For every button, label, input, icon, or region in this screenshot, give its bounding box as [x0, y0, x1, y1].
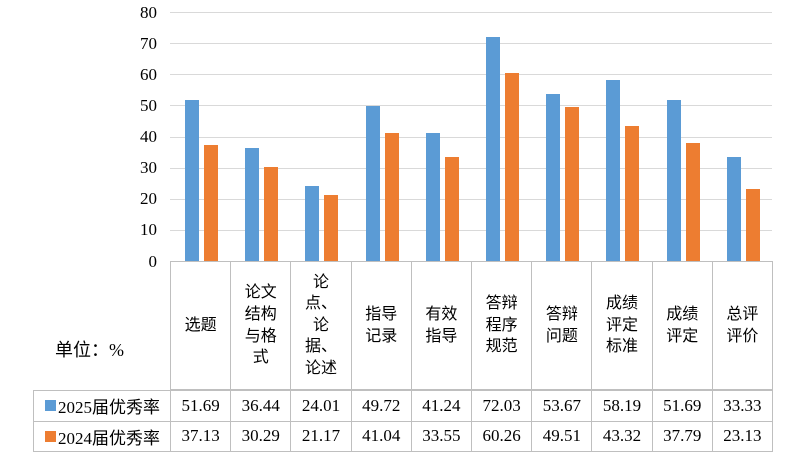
series-row-2025: 2025届优秀率 51.69 36.44 24.01 49.72 41.24 72.03 53…	[34, 391, 772, 421]
bar-2025	[606, 79, 621, 261]
category-header-cell: 总评 评价	[726, 305, 759, 345]
y-axis-tick-label: 60	[140, 64, 157, 84]
bar-2024	[204, 145, 218, 261]
value-cell: 41.24	[412, 391, 473, 421]
bar-2024	[324, 195, 339, 261]
y-axis-tick-label: 70	[140, 33, 157, 53]
legend-cell-2024: 2024届优秀率	[34, 421, 171, 451]
y-axis-tick-label: 0	[148, 251, 158, 271]
gridline	[170, 229, 772, 231]
bar-2024	[565, 106, 580, 261]
y-axis-tick-label: 50	[140, 95, 157, 115]
category-header-cell: 论 点、 论 据、 论述	[291, 262, 352, 389]
value-cell: 49.72	[352, 391, 412, 421]
bar-2025	[245, 147, 260, 261]
bar-2025	[726, 157, 741, 261]
bar-2024	[444, 156, 459, 261]
unit-label: 单位：%	[55, 340, 124, 360]
legend-swatch-2025-icon	[45, 400, 56, 412]
value-cell: 33.55	[412, 421, 473, 451]
series-row-2024: 2024届优秀率 37.13 30.29 21.17 41.04 33.55 60.26 49…	[34, 420, 772, 451]
value-cell: 72.03	[472, 391, 533, 421]
value-cell: 37.79	[653, 421, 713, 451]
bar-2024	[505, 73, 519, 261]
gridline	[170, 105, 772, 107]
legend-cell-2025: 2025届优秀率	[34, 391, 171, 421]
y-axis-tick-label: 80	[140, 2, 157, 22]
value-cell: 53.67	[532, 391, 593, 421]
bar-2025	[185, 100, 199, 261]
category-header-cell: 答辩 问题	[532, 262, 593, 389]
y-axis-tick-label: 30	[140, 158, 157, 178]
category-header-cell: 答辩 程序 规范	[472, 262, 533, 389]
value-cell: 30.29	[231, 421, 292, 451]
value-cell: 51.69	[171, 391, 232, 421]
gridline	[170, 12, 772, 13]
value-cell: 36.44	[231, 391, 292, 421]
bar-2025	[546, 93, 561, 261]
value-cell: 60.26	[472, 421, 533, 451]
gridline	[170, 136, 772, 138]
gridline	[170, 167, 772, 169]
bar-2024	[745, 189, 760, 261]
legend-swatch-2024-icon	[45, 430, 56, 442]
bar-2025	[666, 100, 681, 261]
y-axis-tick-label: 20	[140, 189, 157, 209]
category-header-cell: 论文 结构 与格 式	[231, 262, 292, 389]
bar-2024	[264, 166, 279, 261]
value-cell: 23.13	[723, 426, 762, 446]
value-cell: 51.69	[653, 391, 713, 421]
value-cell: 33.33	[723, 395, 762, 415]
bar-2025	[365, 106, 380, 261]
y-axis-tick-label: 10	[140, 220, 157, 240]
bar-2025	[486, 36, 500, 261]
value-cell: 21.17	[291, 421, 352, 451]
legend-label-2025: 2025届优秀率	[58, 398, 160, 418]
value-cell: 43.32	[592, 421, 653, 451]
y-axis-tick-label: 40	[140, 127, 157, 146]
value-cell: 41.04	[352, 421, 412, 451]
category-header-cell: 成绩 评定	[653, 262, 713, 389]
gridline	[170, 74, 772, 76]
legend-label-2024: 2024届优秀率	[58, 428, 160, 448]
bar-2025	[425, 132, 440, 261]
category-header-cell: 指导 记录	[352, 262, 412, 389]
category-axis-table-header: 选题 论文 结构 与格 式论 点、 论 据、 论述 指导 记录 有效 指导 答辩 程序 …	[170, 261, 773, 390]
category-header-cell: 选题	[171, 262, 232, 389]
value-cell: 37.13	[171, 421, 232, 451]
bar-2024	[384, 133, 399, 261]
value-cell: 24.01	[291, 391, 352, 421]
category-header-cell: 成绩 评定 标准	[592, 262, 653, 389]
gridline	[170, 43, 772, 45]
data-table: 2025届优秀率 51.69 36.44 24.01 49.72 41.24 72.03 53…	[33, 390, 773, 452]
gridline	[170, 198, 772, 200]
bar-2024	[685, 143, 700, 261]
value-cell: 58.19	[592, 391, 653, 421]
bar-2025	[305, 186, 320, 261]
bar-2024	[625, 126, 640, 261]
value-cell: 49.51	[532, 421, 593, 451]
category-header-cell: 有效 指导	[412, 262, 473, 389]
